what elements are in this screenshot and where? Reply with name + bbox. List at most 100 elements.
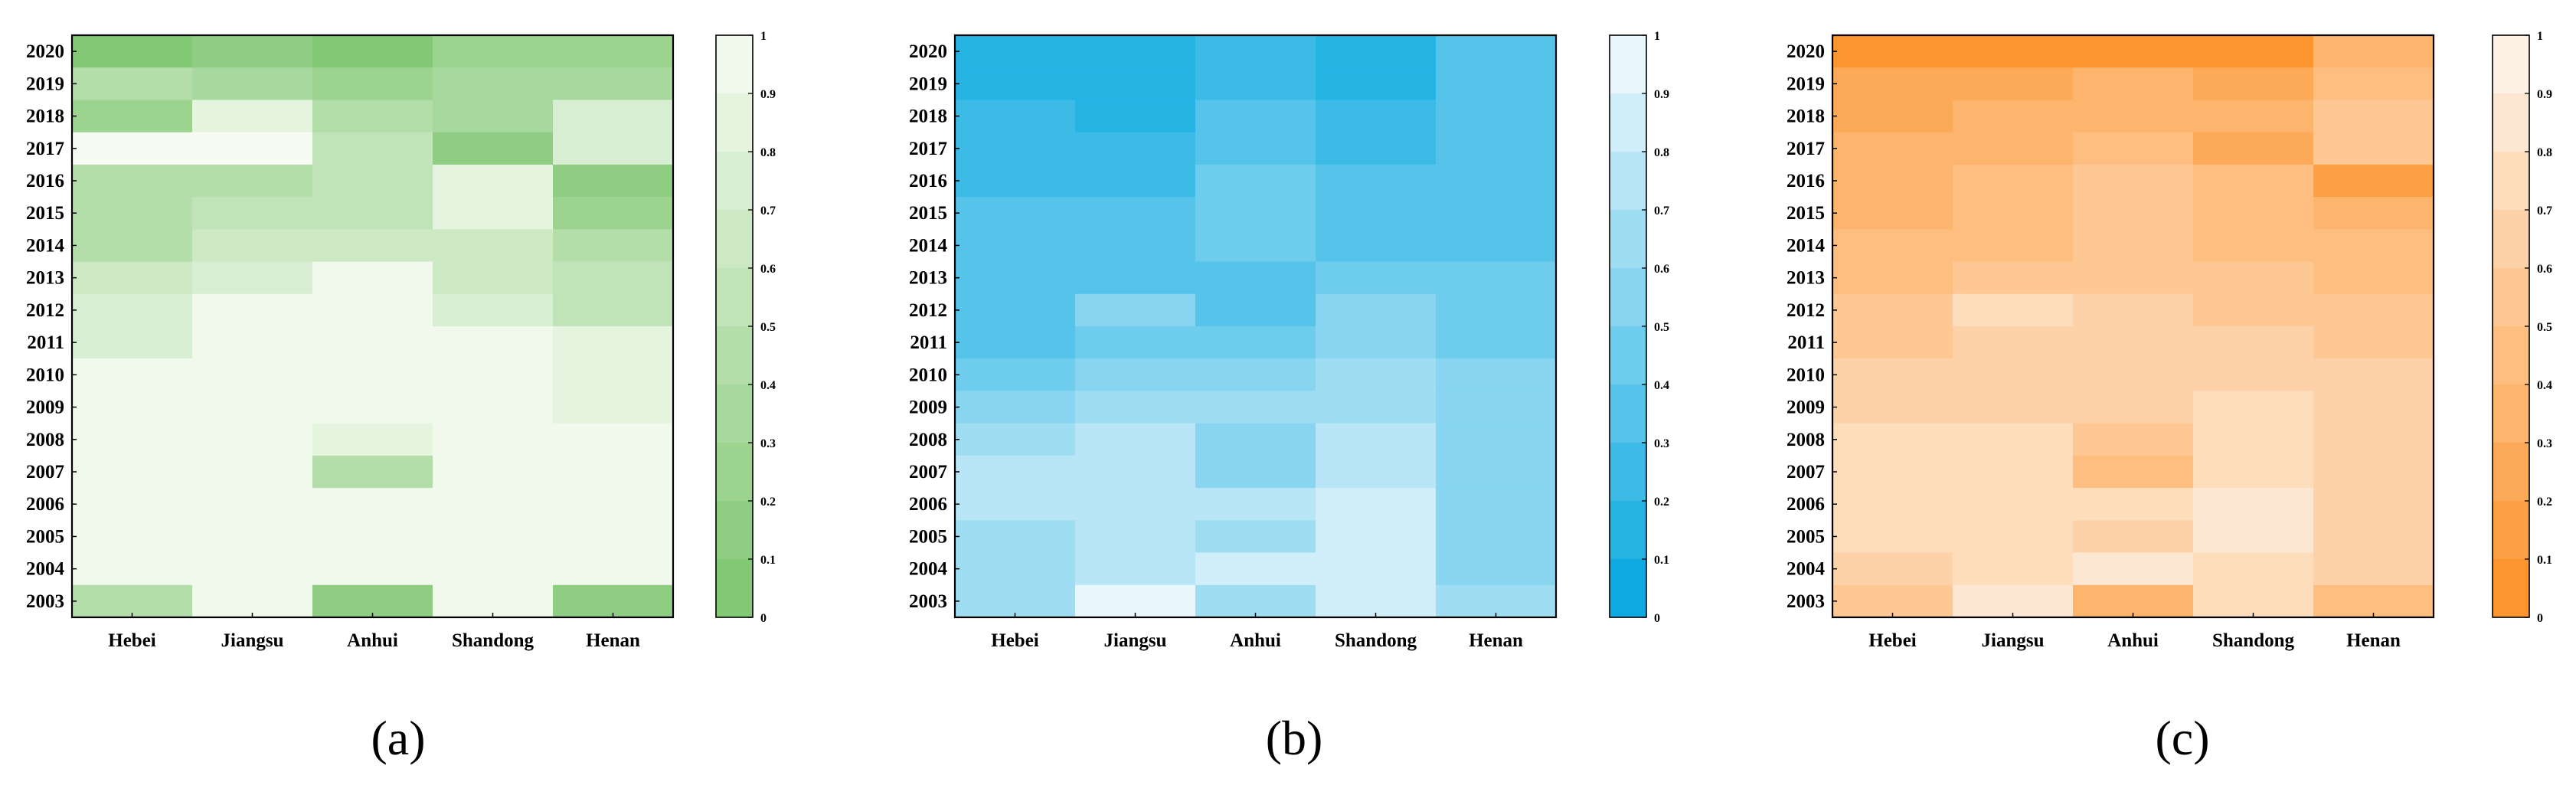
heatmap-cell <box>1195 584 1316 618</box>
heatmap-cell <box>72 423 193 456</box>
y-tick-label: 2005 <box>909 526 947 547</box>
colorbar-tick-label: 0.6 <box>1654 263 1669 276</box>
heatmap-cell <box>312 100 433 133</box>
heatmap-cell <box>1953 261 2074 295</box>
heatmap-cell <box>312 584 433 618</box>
heatmap-cell <box>1075 293 1196 327</box>
heatmap-cell <box>1316 164 1437 198</box>
heatmap-cell <box>1832 358 1953 392</box>
colorbar-band <box>1610 559 1646 618</box>
colorbar-tick-label: 0.8 <box>760 146 776 159</box>
heatmap-cell <box>433 261 554 295</box>
heatmap-cell <box>553 229 674 263</box>
heatmap-cell <box>2193 584 2314 618</box>
heatmap-cell <box>1075 261 1196 295</box>
heatmap-cell <box>1832 326 1953 359</box>
y-tick-label: 2003 <box>26 591 64 612</box>
panel-label: (b) <box>1266 711 1323 765</box>
heatmap-cell <box>1195 520 1316 554</box>
heatmap-cell <box>1075 488 1196 521</box>
heatmap-cell <box>955 132 1076 165</box>
heatmap-cell <box>312 261 433 295</box>
y-tick-label: 2006 <box>909 494 947 515</box>
y-tick-label: 2016 <box>909 171 947 191</box>
heatmap-cell <box>1436 132 1557 165</box>
heatmap-cell <box>433 552 554 586</box>
heatmap-cell <box>2073 391 2194 424</box>
colorbar-tick-label: 0.7 <box>1654 204 1669 218</box>
heatmap-cell <box>2313 67 2434 101</box>
y-tick-label: 2004 <box>909 559 948 580</box>
heatmap-cell <box>1832 391 1953 424</box>
heatmap-cell <box>2073 423 2194 456</box>
y-tick-label: 2017 <box>909 139 947 159</box>
y-tick-label: 2015 <box>26 203 64 224</box>
colorbar-tick-label: 0.3 <box>760 437 776 450</box>
colorbar-band <box>716 384 753 443</box>
heatmap-cell <box>955 358 1076 392</box>
heatmap-cell <box>1832 229 1953 263</box>
y-tick-label: 2007 <box>909 462 947 483</box>
heatmap-cell <box>433 164 554 198</box>
colorbar-band <box>716 326 753 385</box>
heatmap-cell <box>2073 358 2194 392</box>
heatmap-cell <box>2073 164 2194 198</box>
heatmap-cell <box>955 164 1076 198</box>
heatmap-cell <box>2313 488 2434 521</box>
colorbar-tick-label: 0.2 <box>760 496 776 509</box>
heatmap-cell <box>553 455 674 489</box>
heatmap-cell <box>1953 229 2074 263</box>
x-tick-label: Jiangsu <box>1104 630 1167 651</box>
y-tick-label: 2005 <box>26 526 64 547</box>
heatmap-cell <box>1316 35 1437 68</box>
heatmap-cell <box>2193 358 2314 392</box>
colorbar-band <box>2493 559 2529 618</box>
colorbar-band <box>716 152 753 211</box>
heatmap-cell <box>553 67 674 101</box>
y-tick-label: 2014 <box>909 235 948 256</box>
heatmap-cell <box>1953 423 2074 456</box>
colorbar-tick-label: 0.9 <box>760 88 776 101</box>
heatmap-cell <box>1316 520 1437 554</box>
heatmap-cell <box>1436 197 1557 230</box>
heatmap-cell <box>553 293 674 327</box>
heatmap-cell <box>1195 326 1316 359</box>
heatmap-cell <box>433 423 554 456</box>
colorbar: 0 0.1 0.2 0.3 0.4 0.5 0.6 0.7 0.8 0.9 1 <box>2492 30 2552 625</box>
colorbar-tick-label: 0.6 <box>2537 263 2552 276</box>
y-tick-label: 2015 <box>909 203 947 224</box>
heatmap-cell <box>955 488 1076 521</box>
heatmap-cell <box>1436 520 1557 554</box>
heatmap-cell <box>2313 584 2434 618</box>
heatmap-cell <box>192 358 313 392</box>
heatmap-cell <box>1075 229 1196 263</box>
y-tick-label: 2008 <box>26 430 64 450</box>
heatmap-cell <box>1832 488 1953 521</box>
heatmap-cell <box>1075 197 1196 230</box>
heatmap-cell <box>2313 261 2434 295</box>
y-tick-label: 2020 <box>26 41 64 62</box>
heatmap-cell <box>553 358 674 392</box>
y-tick-label: 2020 <box>1787 41 1825 62</box>
y-tick-label: 2018 <box>909 106 947 127</box>
colorbar-band <box>716 443 753 502</box>
x-tick-label: Anhui <box>1230 630 1281 651</box>
heatmap-cell <box>1953 455 2074 489</box>
heatmap-cell <box>1436 164 1557 198</box>
heatmap-cell <box>2073 552 2194 586</box>
heatmap-cell <box>1316 229 1437 263</box>
heatmap-cell <box>72 326 193 359</box>
heatmap-cell <box>1195 391 1316 424</box>
heatmap-cell <box>72 261 193 295</box>
heatmap-cell <box>2193 423 2314 456</box>
heatmap-cell <box>1832 552 1953 586</box>
colorbar-tick-label: 0.5 <box>2537 321 2552 334</box>
x-tick-label: Anhui <box>347 630 398 651</box>
heatmap-cell <box>1316 391 1437 424</box>
heatmap-cell <box>1316 132 1437 165</box>
heatmap-cell <box>433 229 554 263</box>
heatmap-cell <box>955 584 1076 618</box>
colorbar-band <box>2493 268 2529 327</box>
heatmap-cell <box>955 100 1076 133</box>
heatmap-cell <box>1075 164 1196 198</box>
